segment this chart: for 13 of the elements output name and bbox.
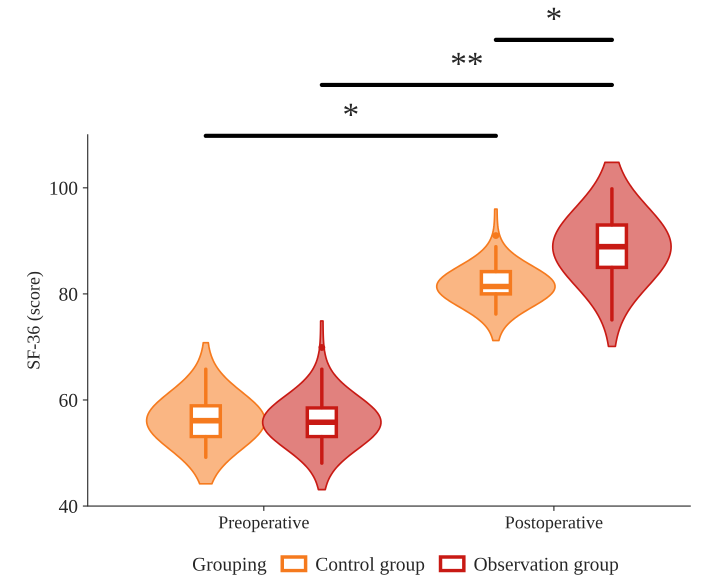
text: ** [452, 52, 482, 66]
x-tick-label: Preoperative [218, 516, 309, 532]
y-tick-label: 80 [59, 288, 78, 301]
x-tick-label: Postoperative [505, 516, 602, 532]
y-tick-label: 40 [58, 500, 78, 513]
text: * [344, 104, 358, 116]
y-tick-label: 100 [50, 182, 78, 195]
text: * [547, 8, 561, 20]
y-axis-title: SF-36 (score) [26, 272, 44, 369]
legend-label: Observation group [474, 557, 618, 575]
legend-label: Control group [316, 557, 424, 575]
legend-title: Grouping [192, 558, 266, 575]
y-tick-label: 60 [59, 394, 78, 407]
